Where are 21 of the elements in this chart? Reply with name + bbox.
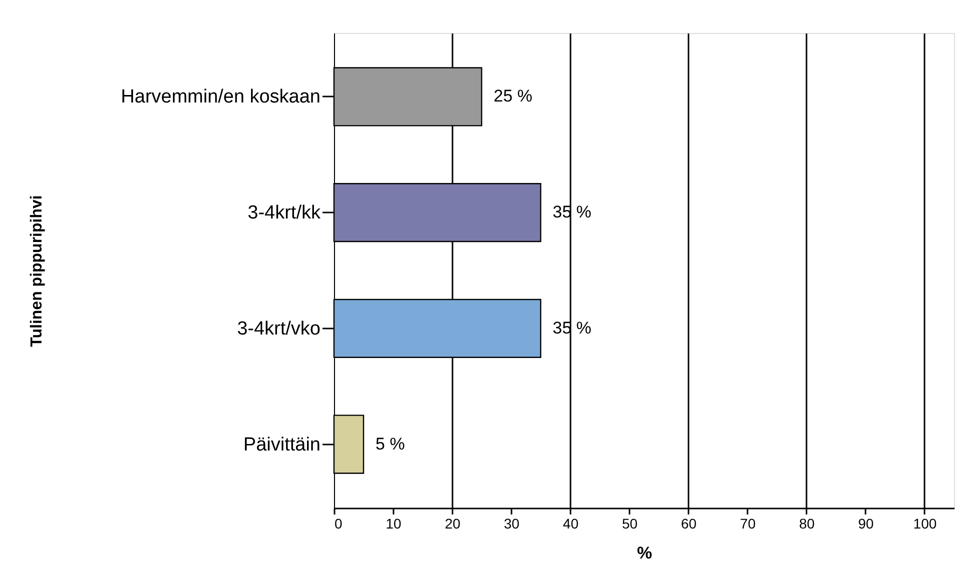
x-tick-label: 80 [799, 516, 815, 532]
x-tick-label: 70 [740, 516, 756, 532]
data-label: 5 % [376, 434, 405, 454]
x-tick-label: 60 [680, 516, 697, 532]
y-tick-label: Harvemmin/en koskaan [120, 86, 320, 108]
data-label: 35 % [552, 202, 592, 222]
data-label: 25 % [494, 86, 532, 106]
x-tick-label: 90 [858, 516, 874, 532]
x-tick-label: 0 [334, 516, 342, 532]
x-axis-title: % [636, 544, 652, 562]
y-tick-label: 3-4krt/kk [248, 202, 321, 224]
y-tick-label: Päivittäin [243, 434, 320, 456]
y-axis-title: Tulinen pippuripihvi [28, 195, 46, 347]
x-tick-label: 30 [504, 516, 520, 532]
x-tick-label: 10 [386, 516, 402, 532]
data-label: 35 % [552, 318, 592, 338]
x-tick-label: 50 [622, 516, 638, 532]
y-tick-label: 3-4krt/vko [237, 318, 320, 340]
x-tick-label: 20 [444, 516, 461, 532]
x-tick-label: 40 [562, 516, 579, 532]
x-tick-label: 100 [913, 516, 937, 532]
